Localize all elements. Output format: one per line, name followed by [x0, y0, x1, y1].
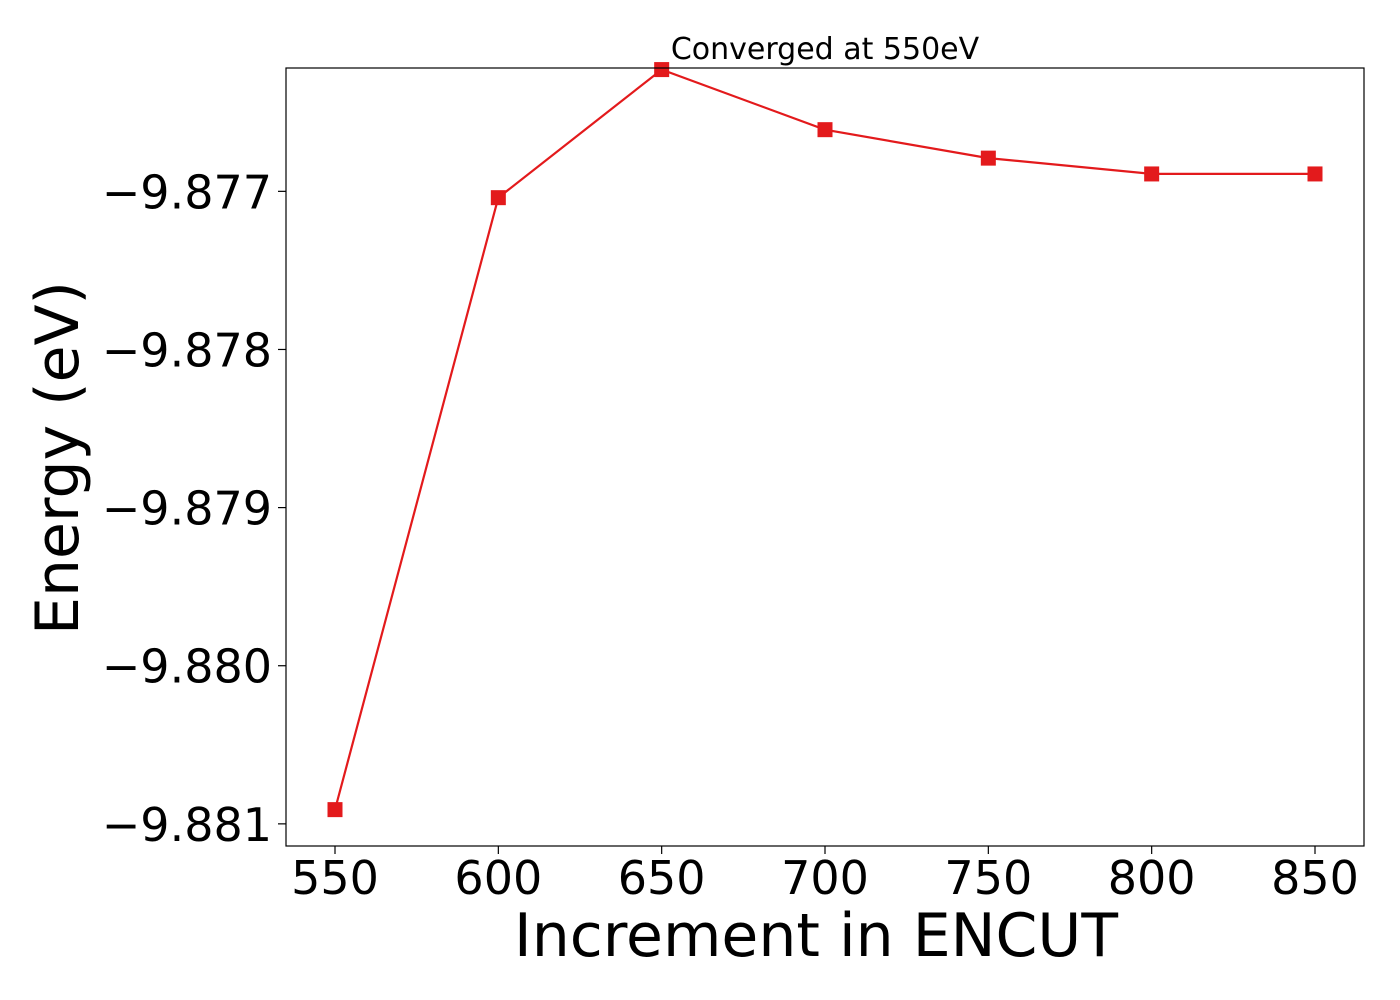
- plot-area: 550 600 650 700 750 800 850 −9.877 −9.878 −9.879 −…: [102, 62, 1365, 905]
- y-tick-label: −9.879: [102, 482, 272, 536]
- x-tick-label: 850: [1271, 851, 1359, 905]
- y-tick-label: −9.880: [102, 640, 272, 694]
- x-tick-label: 550: [291, 851, 379, 905]
- data-point-marker: [327, 802, 343, 818]
- data-point-marker: [980, 150, 996, 166]
- axes-frame: [285, 67, 1365, 847]
- chart-title: Converged at 550eV: [671, 32, 980, 67]
- x-axis-label: Increment in ENCUT: [514, 901, 1118, 971]
- data-point-marker: [817, 122, 833, 138]
- x-tick-label: 800: [1108, 851, 1196, 905]
- series-line: [333, 68, 1315, 810]
- y-tick-label: −9.881: [102, 798, 272, 852]
- data-point-marker: [490, 190, 506, 206]
- data-point-marker: [1144, 166, 1160, 182]
- x-tick-label: 700: [781, 851, 869, 905]
- y-tick-label: −9.878: [102, 323, 272, 377]
- x-tick-label: 650: [618, 851, 706, 905]
- x-tick-label: 750: [944, 851, 1032, 905]
- y-tick-label: −9.877: [102, 165, 272, 219]
- y-axis-label: Energy (eV): [23, 281, 93, 635]
- x-tick-label: 600: [454, 851, 542, 905]
- data-point-marker: [1307, 166, 1323, 182]
- data-point-marker: [654, 62, 670, 78]
